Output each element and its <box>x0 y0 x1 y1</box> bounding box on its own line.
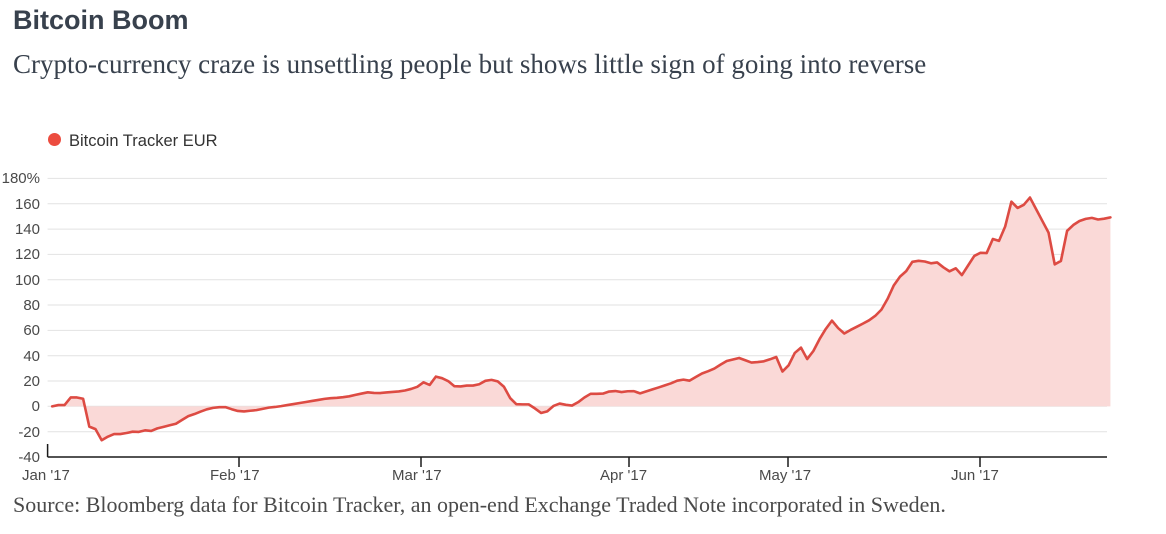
svg-text:20: 20 <box>23 373 40 390</box>
svg-text:-40: -40 <box>18 449 40 466</box>
svg-text:100: 100 <box>15 272 40 289</box>
svg-text:60: 60 <box>23 322 40 339</box>
svg-text:180%: 180% <box>2 170 40 187</box>
svg-text:140: 140 <box>15 221 40 238</box>
svg-text:May '17: May '17 <box>759 467 811 484</box>
svg-text:160: 160 <box>15 196 40 213</box>
svg-text:Jun '17: Jun '17 <box>951 467 999 484</box>
svg-text:Jan '17: Jan '17 <box>22 467 70 484</box>
svg-text:-20: -20 <box>18 424 40 441</box>
svg-text:0: 0 <box>32 398 40 415</box>
svg-text:40: 40 <box>23 348 40 365</box>
svg-text:80: 80 <box>23 297 40 314</box>
svg-text:Apr '17: Apr '17 <box>600 467 647 484</box>
svg-text:Feb '17: Feb '17 <box>210 467 260 484</box>
svg-text:Mar '17: Mar '17 <box>392 467 442 484</box>
svg-text:120: 120 <box>15 246 40 263</box>
